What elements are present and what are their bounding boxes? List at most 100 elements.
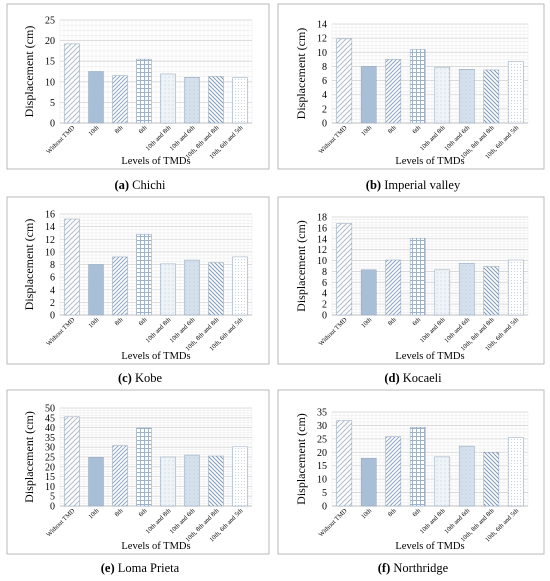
- x-tick-label: 8th: [114, 507, 125, 518]
- bar: [232, 446, 248, 507]
- y-tick-label: 0: [322, 502, 327, 513]
- x-tick-label: 6th: [138, 316, 149, 327]
- bar: [434, 456, 451, 507]
- y-axis-title: Displacement (cm): [22, 219, 36, 311]
- y-tick-label: 20: [45, 462, 55, 473]
- bar: [160, 263, 176, 316]
- y-tick-label: 0: [50, 311, 55, 322]
- y-tick-label: 5: [50, 492, 55, 503]
- bar: [507, 61, 524, 124]
- x-axis-title: Levels of TMDs: [395, 351, 464, 362]
- y-tick-label: 25: [317, 434, 327, 445]
- bar: [434, 269, 451, 316]
- bar: [336, 38, 353, 124]
- x-tick-label: 6th: [411, 124, 422, 135]
- bar: [160, 456, 176, 507]
- bar: [88, 457, 104, 507]
- y-axis-title: Displacement (cm): [294, 28, 308, 120]
- bar: [336, 420, 353, 507]
- caption-e: (e) Loma Prieta: [100, 561, 180, 575]
- y-tick-label: 5: [322, 488, 327, 499]
- y-tick-label: 0: [50, 119, 55, 130]
- y-tick-label: 15: [317, 461, 327, 472]
- x-tick-label: 8th: [387, 316, 398, 327]
- x-axis-title: Levels of TMDs: [395, 156, 464, 167]
- y-axis-title: Displacement (cm): [294, 220, 308, 312]
- bar: [409, 49, 426, 124]
- y-tick-label: 6: [322, 278, 327, 289]
- x-axis-title: Levels of TMDs: [395, 541, 464, 552]
- y-tick-label: 16: [45, 210, 55, 221]
- bar: [208, 76, 224, 124]
- bar: [232, 256, 248, 316]
- y-tick-label: 14: [317, 20, 327, 31]
- x-tick-label: 6th: [411, 316, 422, 327]
- bar: [360, 457, 377, 507]
- y-tick-label: 45: [45, 413, 55, 424]
- bar: [208, 262, 224, 316]
- bar: [483, 452, 500, 507]
- bar: [88, 71, 104, 124]
- bar: [434, 66, 451, 124]
- y-tick-label: 6: [50, 273, 55, 284]
- y-tick-label: 12: [317, 245, 327, 256]
- bar: [136, 427, 152, 507]
- y-tick-label: 12: [317, 34, 327, 45]
- bar: [112, 445, 128, 507]
- bar: [64, 218, 80, 316]
- bar: [112, 75, 128, 124]
- x-tick-label: 8th: [114, 124, 125, 135]
- y-tick-label: 16: [317, 223, 327, 234]
- bar: [88, 264, 104, 316]
- y-tick-label: 10: [45, 482, 55, 493]
- y-tick-label: 10: [317, 475, 327, 486]
- y-tick-label: 4: [50, 285, 55, 296]
- bar: [409, 427, 426, 507]
- caption-d: (d) Kocaeli: [384, 371, 442, 385]
- x-tick-label: 8th: [114, 316, 125, 327]
- y-tick-label: 10: [317, 48, 327, 59]
- bar: [64, 43, 80, 124]
- y-tick-label: 8: [322, 62, 327, 73]
- y-tick-label: 18: [317, 213, 327, 224]
- bar: [458, 69, 475, 124]
- y-tick-label: 0: [50, 502, 55, 513]
- bar: [409, 237, 426, 316]
- x-tick-label: 6th: [138, 507, 149, 518]
- y-tick-label: 4: [322, 90, 327, 101]
- bar: [232, 77, 248, 124]
- y-tick-label: 50: [45, 404, 55, 415]
- y-tick-label: 12: [45, 235, 55, 246]
- x-tick-label: 8th: [387, 124, 398, 135]
- y-tick-label: 5: [50, 98, 55, 109]
- bar: [360, 269, 377, 316]
- bar: [507, 259, 524, 316]
- y-tick-label: 6: [322, 76, 327, 87]
- x-axis-title: Levels of TMDs: [121, 541, 190, 552]
- y-tick-label: 35: [45, 433, 55, 444]
- y-tick-label: 20: [317, 448, 327, 459]
- bar: [136, 233, 152, 316]
- bar: [483, 69, 500, 124]
- bar: [385, 59, 402, 124]
- caption-a: (a) Chichi: [114, 178, 166, 192]
- y-tick-label: 40: [45, 423, 55, 434]
- x-tick-label: 6th: [138, 124, 149, 135]
- y-axis-title: Displacement (cm): [22, 411, 36, 503]
- y-tick-label: 14: [45, 222, 55, 233]
- y-tick-label: 30: [317, 421, 327, 432]
- x-axis-title: Levels of TMDs: [121, 156, 190, 167]
- y-tick-label: 4: [322, 289, 327, 300]
- bar: [385, 436, 402, 507]
- bar: [336, 223, 353, 316]
- bar: [160, 73, 176, 124]
- y-axis-title: Displacement (cm): [22, 26, 36, 118]
- y-tick-label: 0: [322, 119, 327, 130]
- bar: [112, 256, 128, 316]
- y-tick-label: 15: [45, 472, 55, 483]
